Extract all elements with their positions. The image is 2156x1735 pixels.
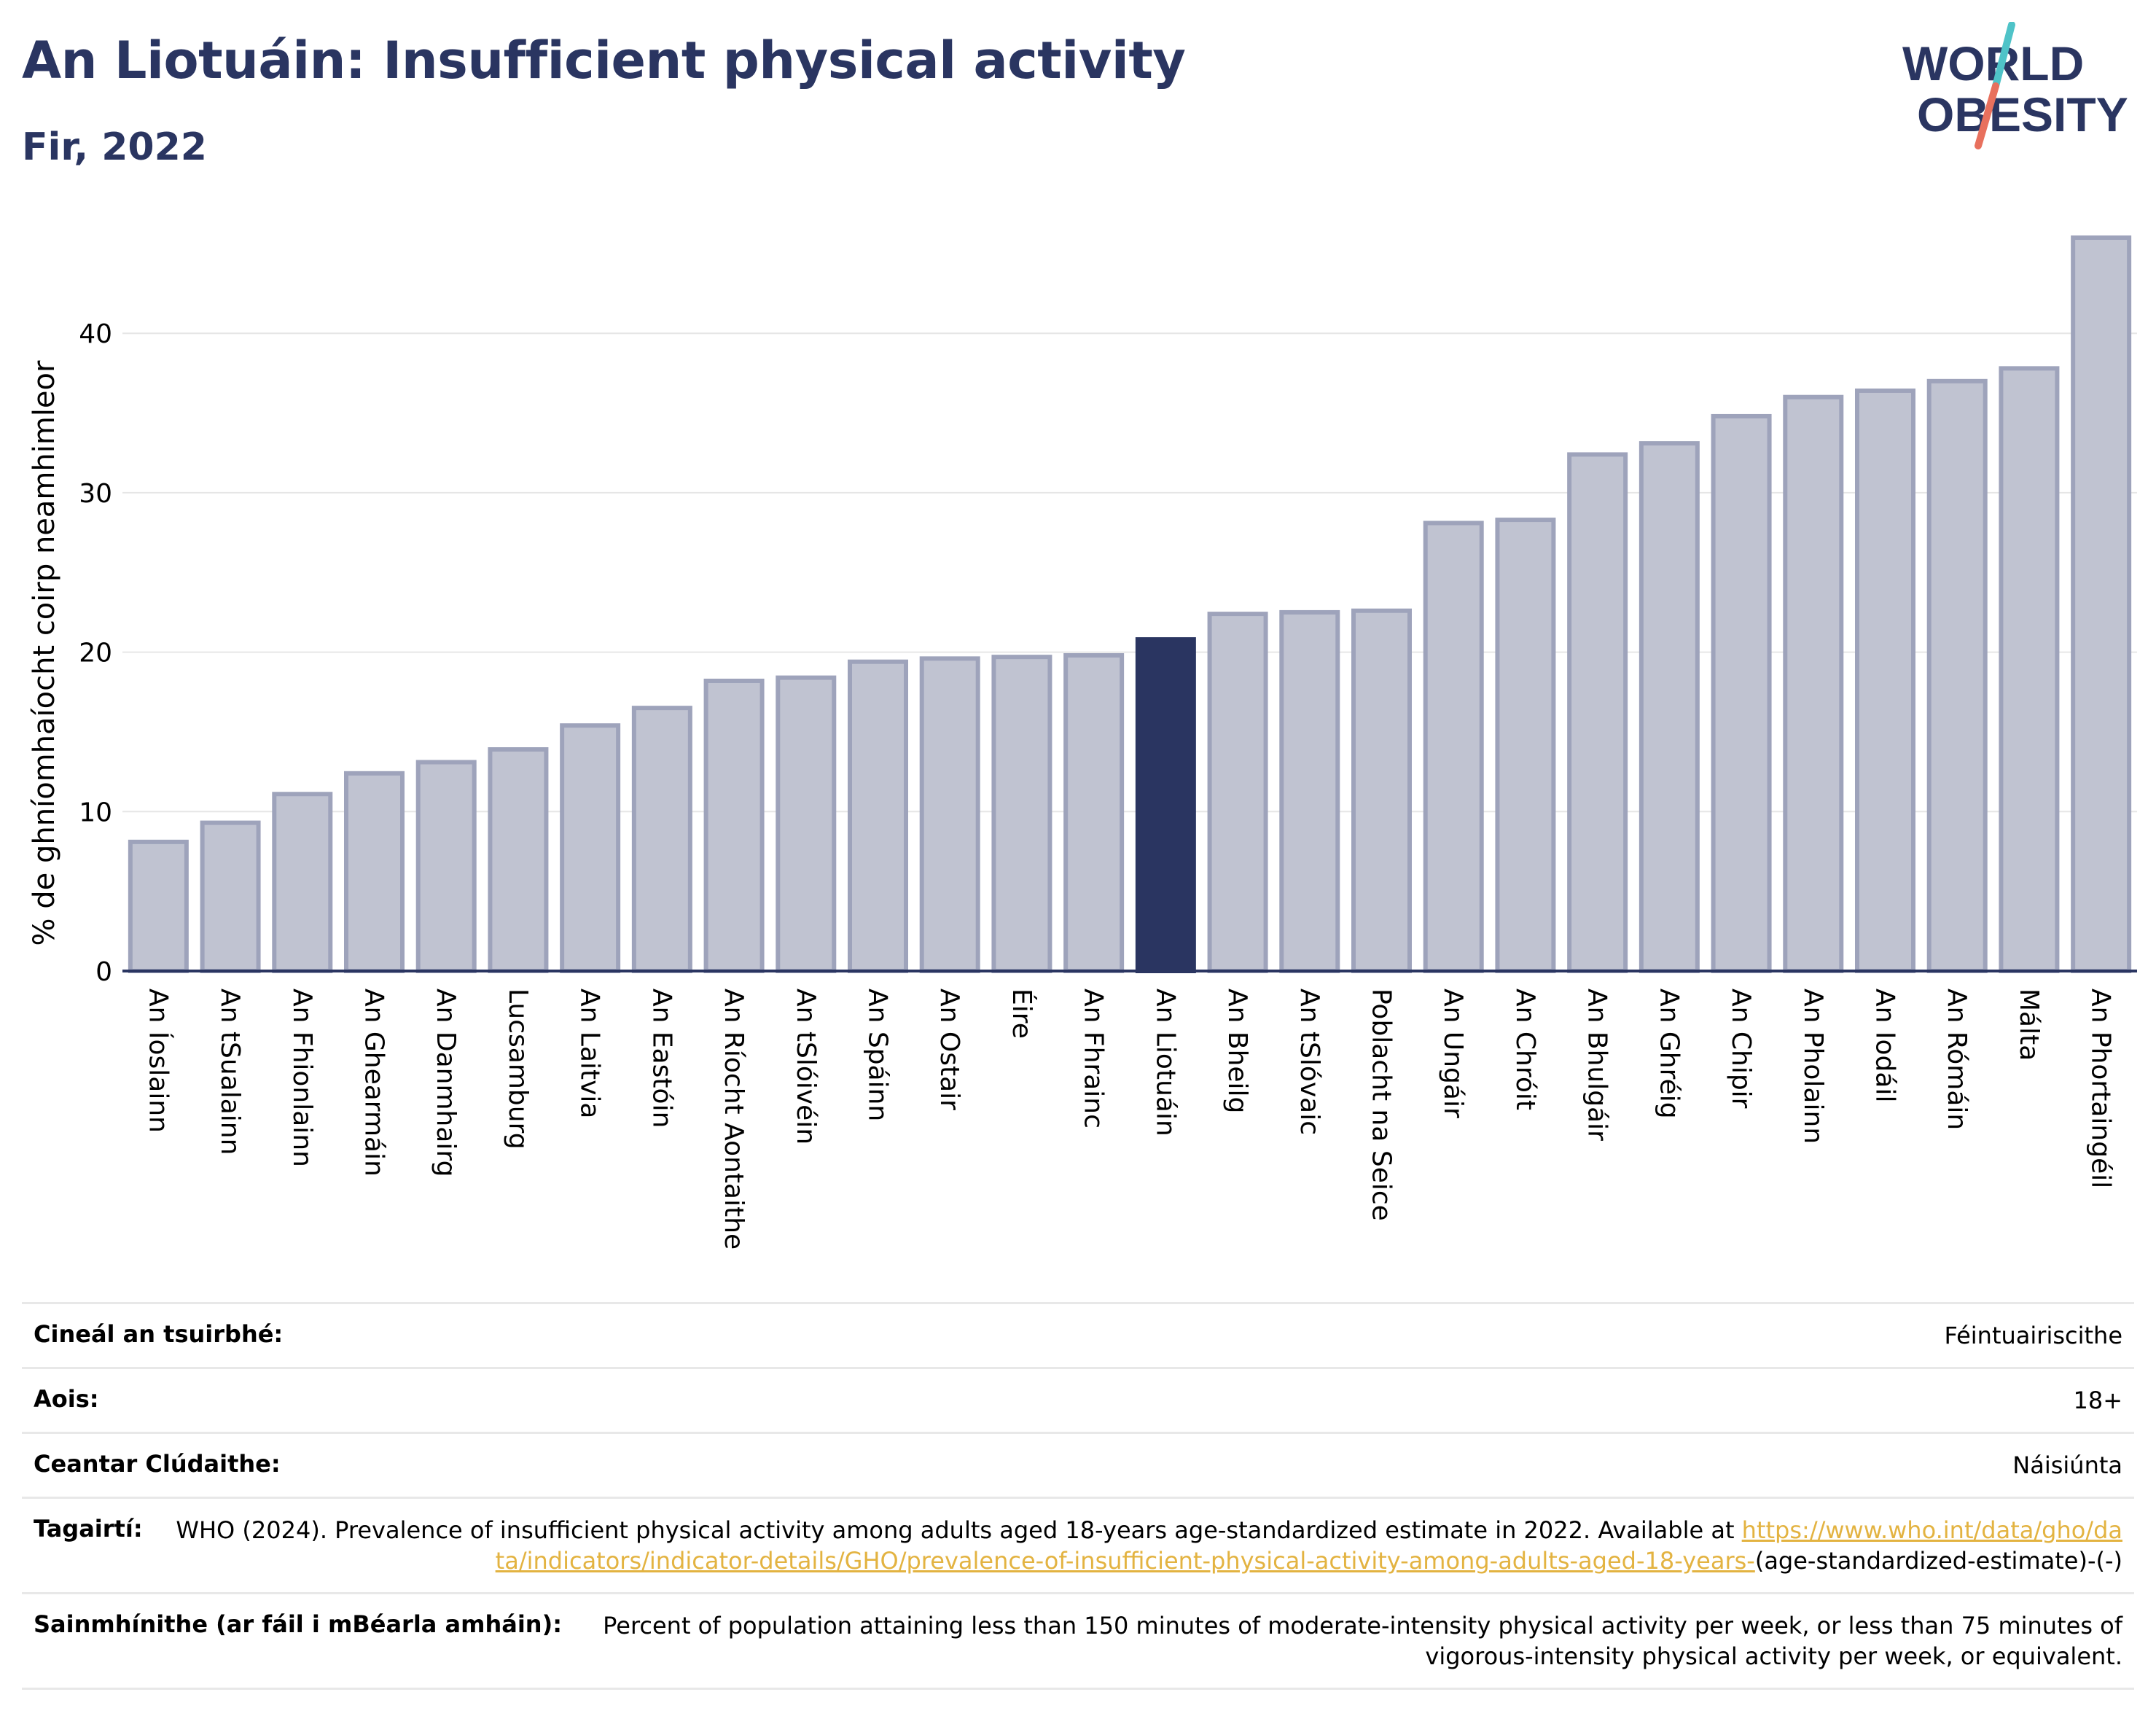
bar bbox=[1351, 608, 1412, 973]
bar bbox=[1999, 366, 2060, 973]
bar bbox=[1639, 441, 1700, 973]
coverage-label: Ceantar Clúdaithe: bbox=[34, 1450, 281, 1478]
x-tick-label: An Iodáil bbox=[1870, 989, 1900, 1102]
x-tick-label: An Liotuáin bbox=[1150, 989, 1180, 1136]
bar bbox=[1783, 394, 1844, 973]
survey-type-value: Féintuairiscithe bbox=[1944, 1322, 2122, 1349]
x-tick-label: An Ostair bbox=[934, 989, 964, 1110]
page-subtitle: Fir, 2022 bbox=[22, 125, 207, 169]
bar bbox=[560, 723, 621, 973]
age-value: 18+ bbox=[2073, 1387, 2122, 1414]
y-tick-labels: 0 10 20 30 40 bbox=[79, 319, 112, 987]
bar bbox=[1135, 637, 1196, 973]
bar bbox=[1711, 413, 1772, 973]
bar bbox=[415, 760, 477, 973]
meta-row-age: Aois: 18+ bbox=[22, 1367, 2134, 1432]
x-tick-label: An Ghearmáin bbox=[359, 989, 389, 1177]
logo-line-2: OBESITY bbox=[1917, 87, 2128, 141]
bar bbox=[1926, 378, 1988, 973]
meta-row-references: Tagairtí: WHO (2024). Prevalence of insu… bbox=[22, 1497, 2134, 1592]
x-tick-label: An Spáinn bbox=[863, 989, 893, 1121]
y-tick-label: 30 bbox=[79, 479, 112, 509]
bar bbox=[1495, 518, 1556, 973]
x-tick-label: Poblacht na Seice bbox=[1367, 989, 1397, 1221]
bar bbox=[344, 771, 405, 973]
bar bbox=[1423, 520, 1484, 973]
references-label: Tagairtí: bbox=[34, 1515, 143, 1543]
x-tick-label: An Phortaingéil bbox=[2086, 989, 2116, 1188]
bar bbox=[1207, 612, 1268, 974]
x-tick-label: An Íoslainn bbox=[143, 989, 173, 1133]
x-tick-label: An Laitvia bbox=[575, 989, 605, 1119]
bar bbox=[128, 839, 189, 974]
references-value: WHO (2024). Prevalence of insufficient p… bbox=[172, 1515, 2122, 1576]
x-tick-label: An Fhrainc bbox=[1079, 989, 1109, 1128]
bar bbox=[1567, 452, 1628, 973]
references-link[interactable]: https://www.who.int/data/gho/data/indica… bbox=[495, 1516, 2122, 1575]
x-tick-label: An Fhionlainn bbox=[287, 989, 317, 1167]
x-tick-label: An tSlóivéin bbox=[791, 989, 821, 1145]
x-tick-label: An Ungáir bbox=[1438, 989, 1468, 1118]
age-label: Aois: bbox=[34, 1385, 99, 1413]
bar bbox=[919, 656, 980, 973]
x-tick-label: An Pholainn bbox=[1798, 989, 1828, 1144]
x-tick-label: An Bheilg bbox=[1222, 989, 1252, 1113]
bar bbox=[200, 820, 261, 973]
x-tick-label: An Ríocht Aontaithe bbox=[719, 989, 749, 1249]
x-tick-label: Málta bbox=[2014, 989, 2044, 1061]
bar bbox=[2071, 235, 2132, 973]
bar bbox=[703, 678, 765, 974]
x-tick-label: An tSlóvaic bbox=[1294, 989, 1324, 1135]
y-axis-label: % de ghníomhaíocht coirp neamhimleor bbox=[28, 360, 61, 946]
page-title: An Liotuáin: Insufficient physical activ… bbox=[22, 31, 1186, 90]
references-text: WHO (2024). Prevalence of insufficient p… bbox=[176, 1516, 1735, 1544]
bar bbox=[488, 747, 549, 974]
x-tick-label: Lucsamburg bbox=[503, 989, 533, 1150]
y-tick-label: 0 bbox=[95, 957, 112, 987]
x-tick-label: An Chróit bbox=[1510, 989, 1540, 1110]
world-obesity-logo: WORLD OBESITY bbox=[1902, 22, 2136, 153]
metadata-table: Cineál an tsuirbhé: Féintuairiscithe Aoi… bbox=[22, 1302, 2134, 1690]
meta-row-coverage: Ceantar Clúdaithe: Náisiúnta bbox=[22, 1432, 2134, 1497]
survey-type-label: Cineál an tsuirbhé: bbox=[34, 1320, 284, 1348]
x-tick-labels: An Íoslainn An tSualainn An Fhionlainn An G… bbox=[143, 989, 2115, 1249]
bar bbox=[848, 659, 908, 973]
logo-slash-bottom bbox=[1975, 82, 1999, 149]
x-tick-label: An Bhulgáir bbox=[1582, 989, 1612, 1141]
x-tick-label: An Ghréig bbox=[1654, 989, 1684, 1119]
definitions-value: Percent of population attaining less tha… bbox=[603, 1612, 2122, 1670]
bar bbox=[1279, 609, 1340, 973]
references-suffix: (age-standardized-estimate)-(-) bbox=[1754, 1547, 2122, 1575]
x-tick-label: An Chipir bbox=[1726, 989, 1756, 1109]
y-tick-label: 10 bbox=[79, 798, 112, 827]
bar bbox=[631, 706, 692, 973]
meta-row-definitions: Sainmhínithe (ar fáil i mBéarla amháin):… bbox=[22, 1592, 2134, 1690]
meta-row-survey-type: Cineál an tsuirbhé: Féintuairiscithe bbox=[22, 1302, 2134, 1367]
logo-slash-top bbox=[1992, 22, 2015, 90]
x-tick-label: An Danmhairg bbox=[431, 989, 461, 1177]
bar bbox=[272, 792, 333, 973]
bar-chart: 0 10 20 30 40 An Íoslainn An tSualainn An Fhio… bbox=[28, 235, 2137, 1249]
bar bbox=[776, 675, 837, 973]
y-tick-label: 40 bbox=[79, 319, 112, 349]
bars-layer bbox=[128, 235, 2132, 974]
bar bbox=[991, 655, 1052, 973]
x-tick-label: Éire bbox=[1007, 989, 1037, 1039]
definitions-label: Sainmhínithe (ar fáil i mBéarla amháin): bbox=[34, 1610, 562, 1638]
x-tick-label: An tSualainn bbox=[215, 989, 245, 1155]
bar bbox=[1063, 652, 1125, 973]
bar bbox=[1855, 388, 1915, 973]
y-tick-label: 20 bbox=[79, 639, 112, 668]
x-tick-label: An Rómáin bbox=[1942, 989, 1972, 1130]
x-tick-label: An Eastóin bbox=[647, 989, 676, 1128]
coverage-value: Náisiúnta bbox=[2012, 1451, 2122, 1479]
